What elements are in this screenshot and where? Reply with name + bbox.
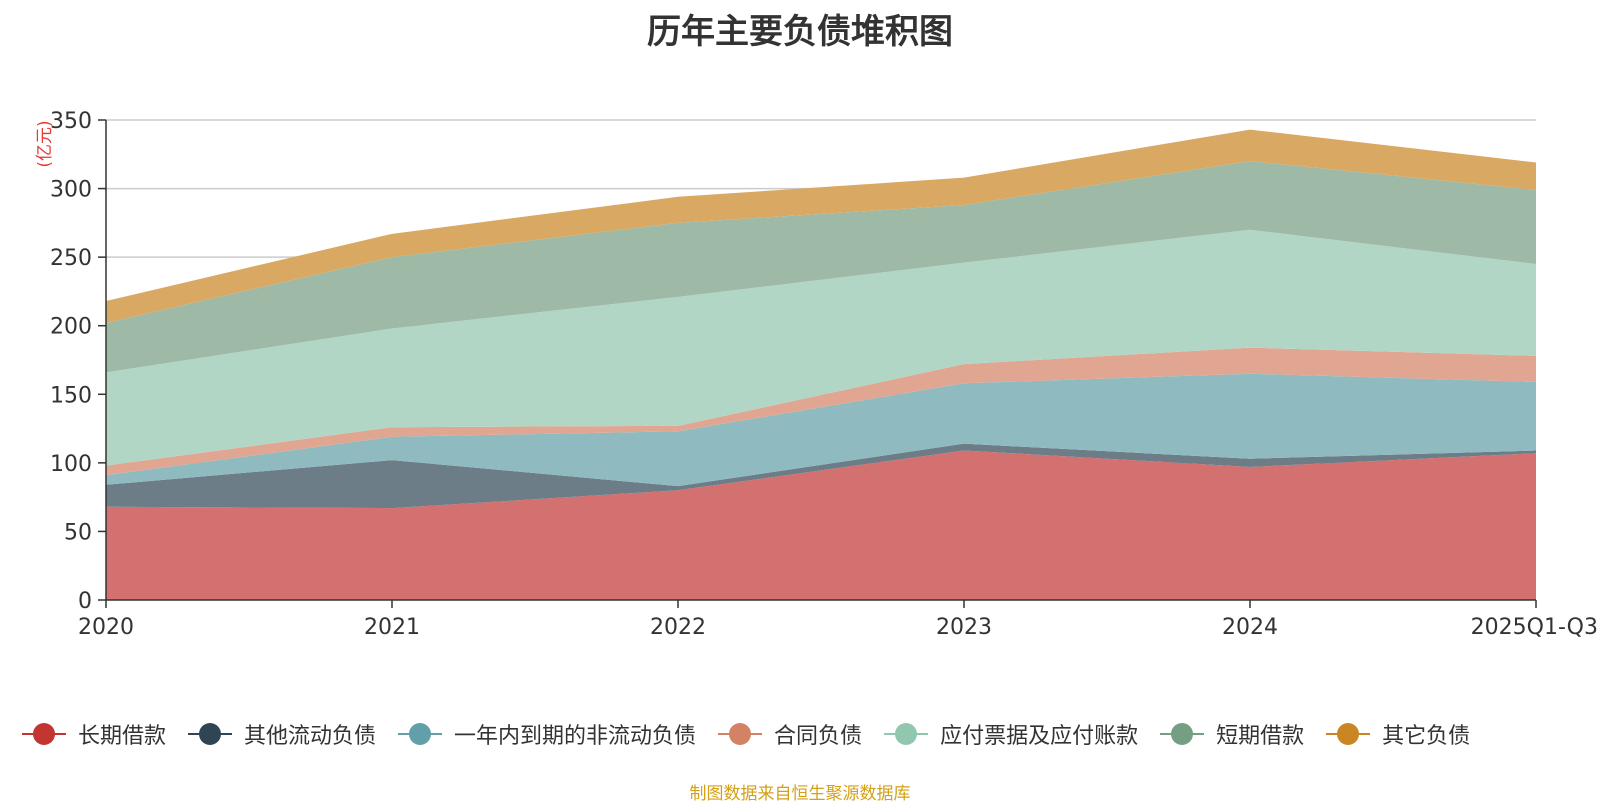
area-series[interactable] [106,373,1536,487]
y-axis-tick-label: 300 [50,178,92,203]
axes: 0 50 100 150 200 250 300 350 2020 2021 2022 2023 202… [50,109,1598,640]
x-axis-tick-label: 2025Q1-Q3 [1471,615,1598,640]
legend-marker-icon [1324,722,1372,746]
legend-marker-icon [882,722,930,746]
legend-item-label: 其它负债 [1382,724,1471,749]
x-axis-tick-label: 2023 [936,615,992,640]
chart-title: 历年主要负债堆积图 [647,12,953,52]
legend-marker-icon [20,722,68,746]
y-axis-tick-label: 200 [50,315,92,340]
area-series[interactable] [106,347,1536,476]
x-axis-tick-label: 2022 [650,615,706,640]
legend-item[interactable]: 应付票据及应付账款 [882,718,1138,750]
legend-marker-dot [199,723,222,745]
legend-item[interactable]: 一年内到期的非流动负债 [396,718,696,750]
legend-marker-dot [729,723,752,745]
y-axis-tick-label: 250 [50,246,92,271]
legend-item-label: 合同负债 [774,724,863,749]
legend-item[interactable]: 长期借款 [20,718,166,750]
legend-marker-dot [409,723,432,745]
stacked-areas [106,129,1536,600]
legend-marker-dot [33,723,55,745]
legend-marker-dot [1337,723,1360,745]
legend-marker-icon [186,722,234,746]
legend-item-label: 长期借款 [78,724,167,749]
legend-item-label: 其他流动负债 [244,724,377,749]
area-series[interactable] [106,129,1536,323]
y-axis-tick-label: 50 [64,520,92,545]
legend-item[interactable]: 其他流动负债 [186,718,376,750]
y-axis-tick-label: 350 [50,109,92,134]
legend-item-label: 短期借款 [1216,724,1305,749]
area-series[interactable] [106,161,1536,373]
legend: 长期借款 其他流动负债 一年内到期的非流动负债 合同负债 应付票据及应付账款 短期借款 其它… [20,714,1600,754]
area-series[interactable] [106,450,1536,600]
legend-item[interactable]: 其它负债 [1324,718,1470,750]
x-axis-tick-label: 2024 [1222,615,1278,640]
area-series[interactable] [106,443,1536,509]
y-axis-unit-label: (亿元) [35,120,55,167]
legend-item-label: 一年内到期的非流动负债 [454,724,697,749]
legend-marker-icon [396,722,444,746]
x-axis-tick-label: 2021 [364,615,420,640]
legend-item-label: 应付票据及应付账款 [940,724,1139,749]
x-axis-tick-label: 2020 [78,615,134,640]
y-axis-tick-label: 150 [50,383,92,408]
legend-item[interactable]: 短期借款 [1158,718,1304,750]
source-note: 制图数据来自恒生聚源数据库 [689,784,911,804]
y-axis-tick-label: 100 [50,452,92,477]
area-series[interactable] [106,229,1536,466]
legend-marker-dot [895,723,918,745]
y-axis-tick-label: 0 [78,589,92,614]
legend-marker-dot [1171,723,1194,745]
legend-item[interactable]: 合同负债 [716,718,862,750]
legend-marker-icon [716,722,764,746]
legend-marker-icon [1158,722,1206,746]
